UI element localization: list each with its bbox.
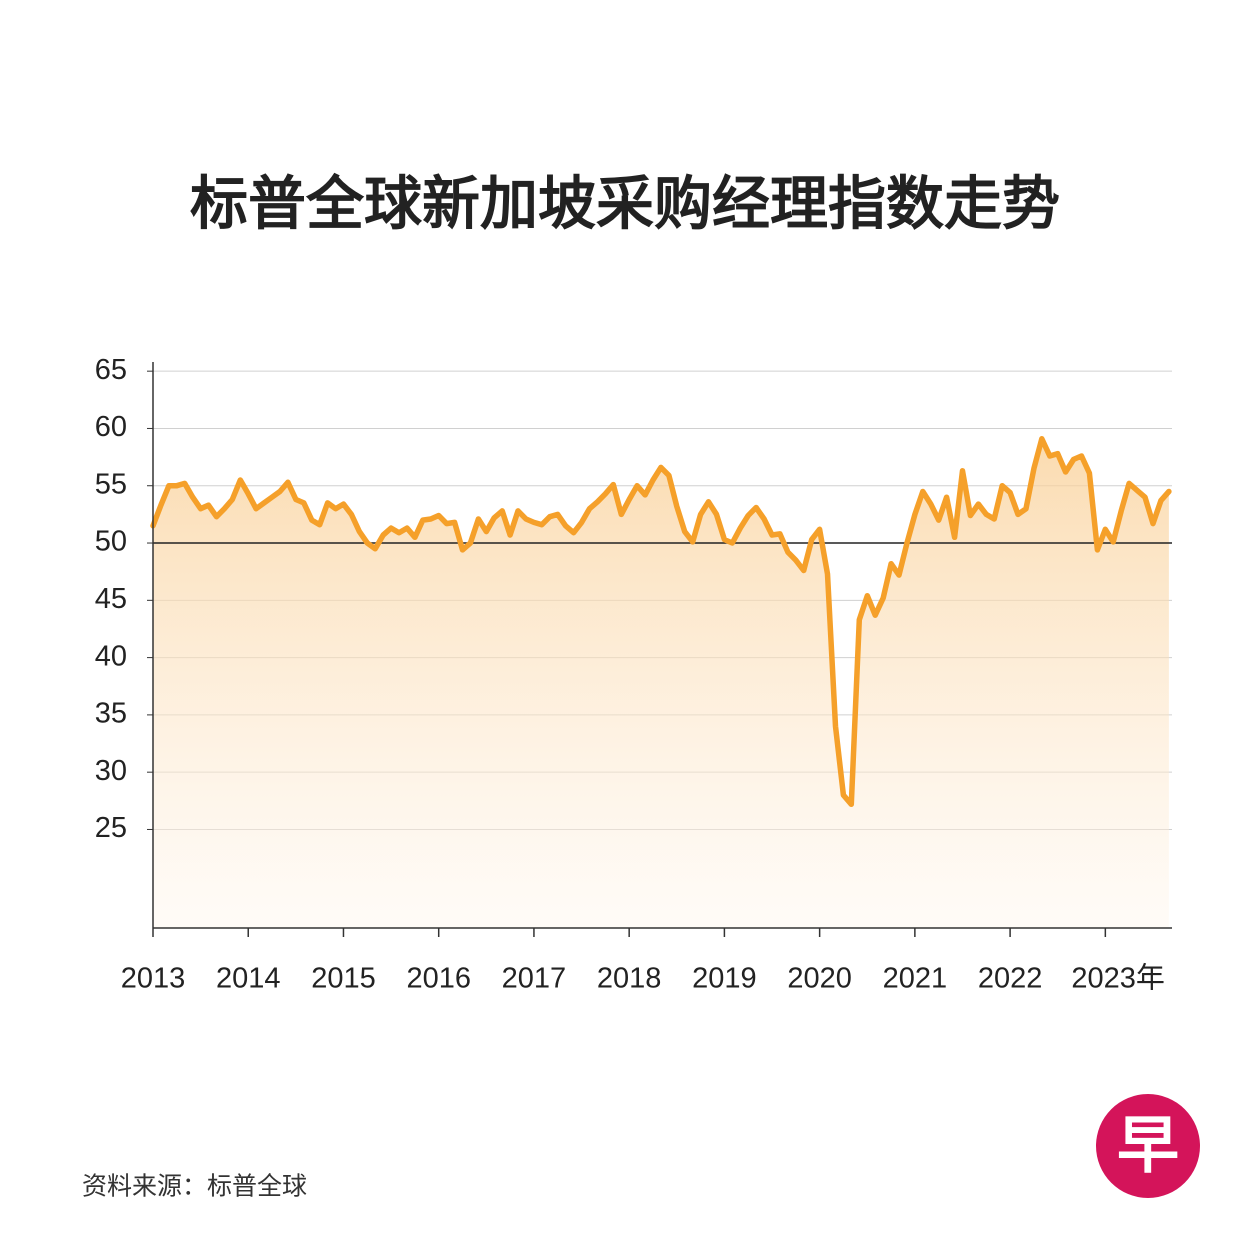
x-tick-label: 2021 — [883, 963, 948, 995]
x-tick-label: 2023年 — [1071, 962, 1165, 995]
logo-badge — [1096, 1094, 1200, 1198]
x-tick-label: 2016 — [406, 963, 471, 995]
source-note: 资料来源：标普全球 — [82, 1173, 307, 1201]
area — [153, 438, 1169, 928]
logo-text: 早 — [1117, 1111, 1179, 1180]
y-tick-label: 50 — [95, 526, 127, 558]
x-tick-label: 2022 — [978, 963, 1043, 995]
y-tick-label: 40 — [95, 640, 127, 672]
y-tick-label: 55 — [95, 468, 127, 500]
chart-title: 标普全球新加坡采购经理指数走势 — [190, 171, 1060, 236]
plot-area: 25 30 35 40 45 50 55 60 65 2013 2014 2015 2016 2017 20… — [95, 354, 1172, 995]
y-tick-label: 30 — [95, 755, 127, 787]
x-tick-label: 2015 — [311, 963, 376, 995]
x-tick-label: 2019 — [692, 963, 757, 995]
x-tick-label: 2017 — [502, 963, 567, 995]
x-tick-label: 2013 — [121, 963, 186, 995]
y-tick-label: 35 — [95, 698, 127, 730]
y-tick-label: 45 — [95, 583, 127, 615]
x-tick-label: 2018 — [597, 963, 662, 995]
line — [150, 436, 1172, 808]
y-tick-label: 60 — [95, 411, 127, 443]
x-tick-label: 2014 — [216, 963, 281, 995]
y-tick-label: 25 — [95, 812, 127, 844]
x-tick-label: 2020 — [787, 963, 852, 995]
y-tick-label: 65 — [95, 354, 127, 386]
